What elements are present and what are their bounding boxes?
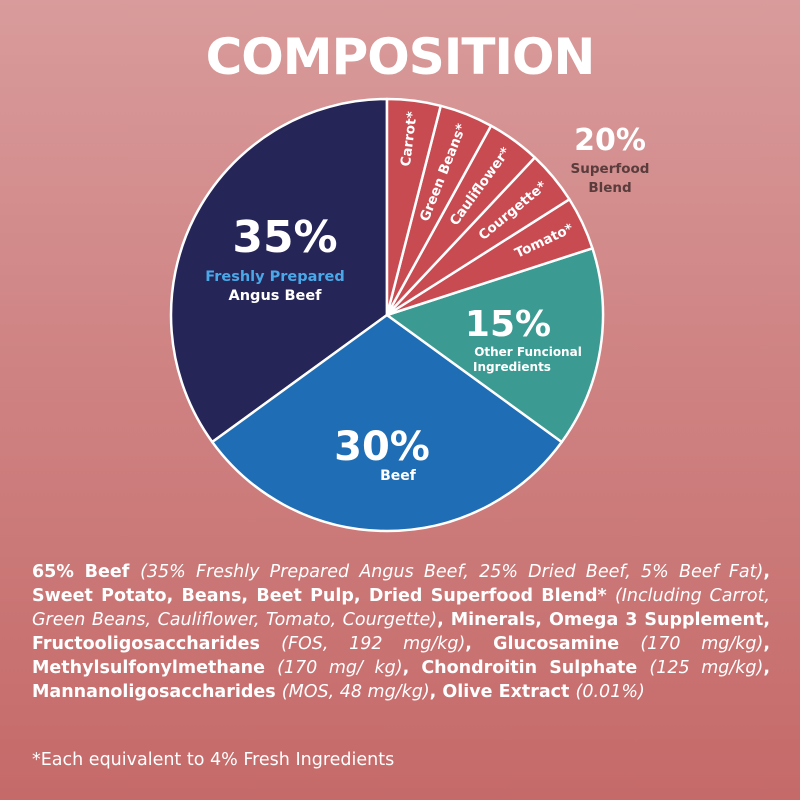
slice-label: Other Funcional (474, 345, 582, 359)
ingredients-paragraph: 65% Beef (35% Freshly Prepared Angus Bee… (32, 560, 770, 704)
ingredient-detail: (FOS, 192 mg/kg) (281, 634, 466, 654)
pie-slice-7 (385, 97, 442, 317)
ingredient-detail: (170 mg/kg) (640, 634, 764, 654)
ingredient-name: , Glucosamine (465, 634, 641, 654)
slice-percent-label: 35% (232, 212, 337, 263)
slice-label: Freshly Prepared (205, 269, 345, 285)
ingredient-detail: (125 mg/kg) (649, 658, 764, 678)
slice-label-carrot: Carrot* (398, 111, 421, 168)
slice-percent-label: 30% (334, 424, 430, 470)
pie-slice-2 (385, 247, 605, 444)
ingredient-name: 65% Beef (32, 562, 141, 582)
group-label: Superfood (571, 161, 650, 177)
ingredient-name: , Olive Extract (429, 682, 576, 702)
group-label: Blend (588, 180, 631, 196)
ingredient-detail: (MOS, 48 mg/kg) (281, 682, 430, 702)
slice-label: Beef (380, 468, 417, 484)
pie-slice-1 (211, 313, 563, 533)
ingredient-name: , Chondroitin Sulphate (402, 658, 650, 678)
ingredient-detail: (0.01%) (575, 682, 645, 702)
ingredient-name: , Methylsulfonylmethane (32, 634, 770, 678)
ingredient-name: , Minerals, Omega 3 Supplement, Fructool… (32, 610, 770, 654)
ingredient-detail: (170 mg/ kg) (277, 658, 403, 678)
slice-sublabel: Angus Beef (229, 288, 323, 304)
footnote: *Each equivalent to 4% Fresh Ingredients (32, 750, 395, 770)
ingredient-detail: (35% Freshly Prepared Angus Beef, 25% Dr… (140, 562, 764, 582)
ingredient-name: , Sweet Potato, Beans, Beet Pulp, Dried … (32, 562, 771, 606)
slice-sublabel: Ingredients (473, 360, 551, 374)
group-percent-label: 20% (574, 123, 646, 158)
slice-percent-label: 15% (465, 304, 551, 345)
chart-title: COMPOSITION (205, 28, 596, 86)
ingredient-detail: (Including Carrot, Green Beans, Cauliflo… (32, 586, 770, 630)
pie-chart: 35% Freshly Prepared Angus Beef 30%Beef 15%O… (169, 97, 650, 533)
ingredient-name: , Mannanoligosaccharides (32, 658, 770, 702)
pie-slice-0 (169, 97, 389, 444)
